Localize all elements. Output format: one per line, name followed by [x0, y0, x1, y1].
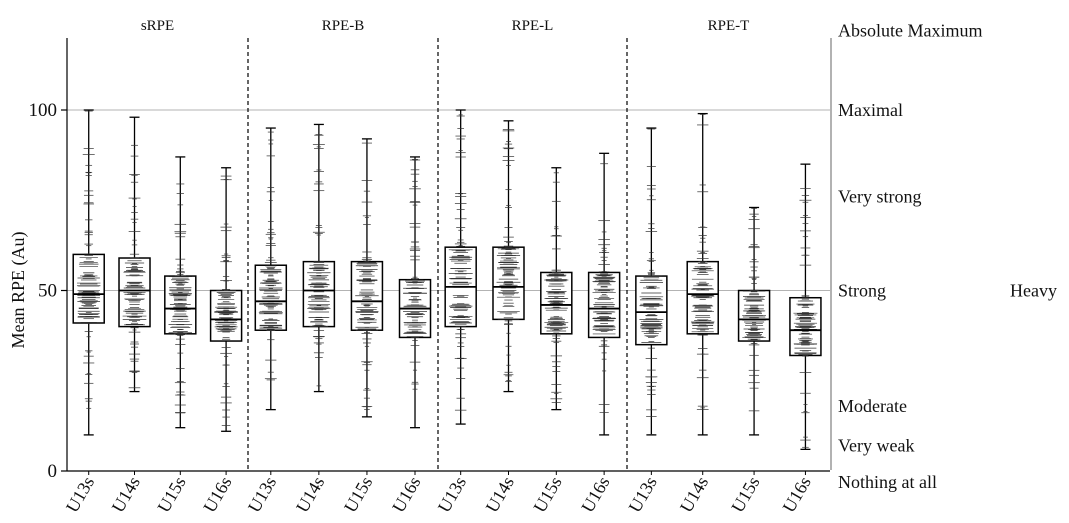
scale-label: Very strong	[838, 187, 922, 207]
box-plots	[72, 109, 822, 450]
y-tick-label: 0	[48, 461, 58, 482]
x-tick-label: U13s	[62, 473, 98, 516]
scale-label: Moderate	[838, 396, 907, 416]
box	[209, 289, 243, 342]
x-tick-label: U16s	[577, 473, 613, 516]
x-tick-label: U13s	[624, 473, 660, 516]
scale-label: Nothing at all	[838, 472, 937, 492]
rpe-scale: Absolute Maximum Maximal Very strong Strong…	[830, 21, 1057, 492]
box-sRPE-U15s	[164, 156, 197, 429]
y-tick-label: 100	[29, 100, 58, 121]
box-RPE-T-U13s	[635, 127, 668, 436]
box-RPE-B-U16s	[398, 156, 432, 429]
x-tick-label: U14s	[108, 473, 144, 516]
scale-label: Absolute Maximum	[838, 21, 983, 41]
scale-label: Maximal	[838, 100, 903, 120]
x-tick-label: U16s	[199, 473, 235, 516]
panel-title: RPE-B	[322, 18, 365, 34]
panel-title: sRPE	[141, 18, 174, 34]
box-sRPE-U14s	[118, 116, 151, 393]
box-sRPE-U16s	[209, 167, 243, 432]
x-tick-label: U13s	[244, 473, 280, 516]
panel-title: RPE-T	[708, 18, 750, 34]
box-RPE-L-U16s	[587, 152, 621, 436]
x-tick-label: U13s	[434, 473, 470, 516]
scale-label: Strong	[838, 281, 886, 301]
box-RPE-L-U14s	[492, 120, 525, 393]
box-sRPE-U13s	[72, 109, 105, 436]
box-RPE-B-U13s	[254, 127, 288, 411]
x-tick-label: U14s	[482, 473, 518, 516]
x-tick-label: U15s	[153, 473, 189, 516]
side-label: Heavy	[1010, 281, 1057, 301]
box-RPE-T-U14s	[686, 112, 719, 436]
y-tick-label: 50	[38, 281, 57, 302]
box-RPE-B-U15s	[350, 138, 384, 418]
panel-dividers	[247, 38, 628, 471]
x-tick-label: U14s	[292, 473, 328, 516]
category-labels: U13s U14s U15s U16s U13s U14s U15s U16s U13s U14s…	[62, 471, 815, 516]
box-RPE-T-U15s	[737, 206, 771, 436]
box-RPE-L-U13s	[444, 109, 477, 425]
x-tick-label: U15s	[727, 473, 763, 516]
x-tick-label: U15s	[340, 473, 376, 516]
x-tick-label: U16s	[779, 473, 815, 516]
box	[302, 260, 336, 328]
box-RPE-L-U15s	[540, 167, 573, 411]
box-RPE-T-U16s	[789, 163, 822, 450]
x-tick-label: U14s	[676, 473, 712, 516]
x-tick-label: U15s	[529, 473, 565, 516]
box-RPE-B-U14s	[302, 123, 336, 393]
panel-titles: sRPE RPE-B RPE-L RPE-T	[141, 18, 750, 34]
y-axis-title: Mean RPE (Au)	[8, 232, 29, 349]
box	[492, 246, 525, 321]
x-tick-label: U16s	[388, 473, 424, 516]
scale-label: Very weak	[838, 436, 914, 456]
panel-title: RPE-L	[512, 18, 554, 34]
